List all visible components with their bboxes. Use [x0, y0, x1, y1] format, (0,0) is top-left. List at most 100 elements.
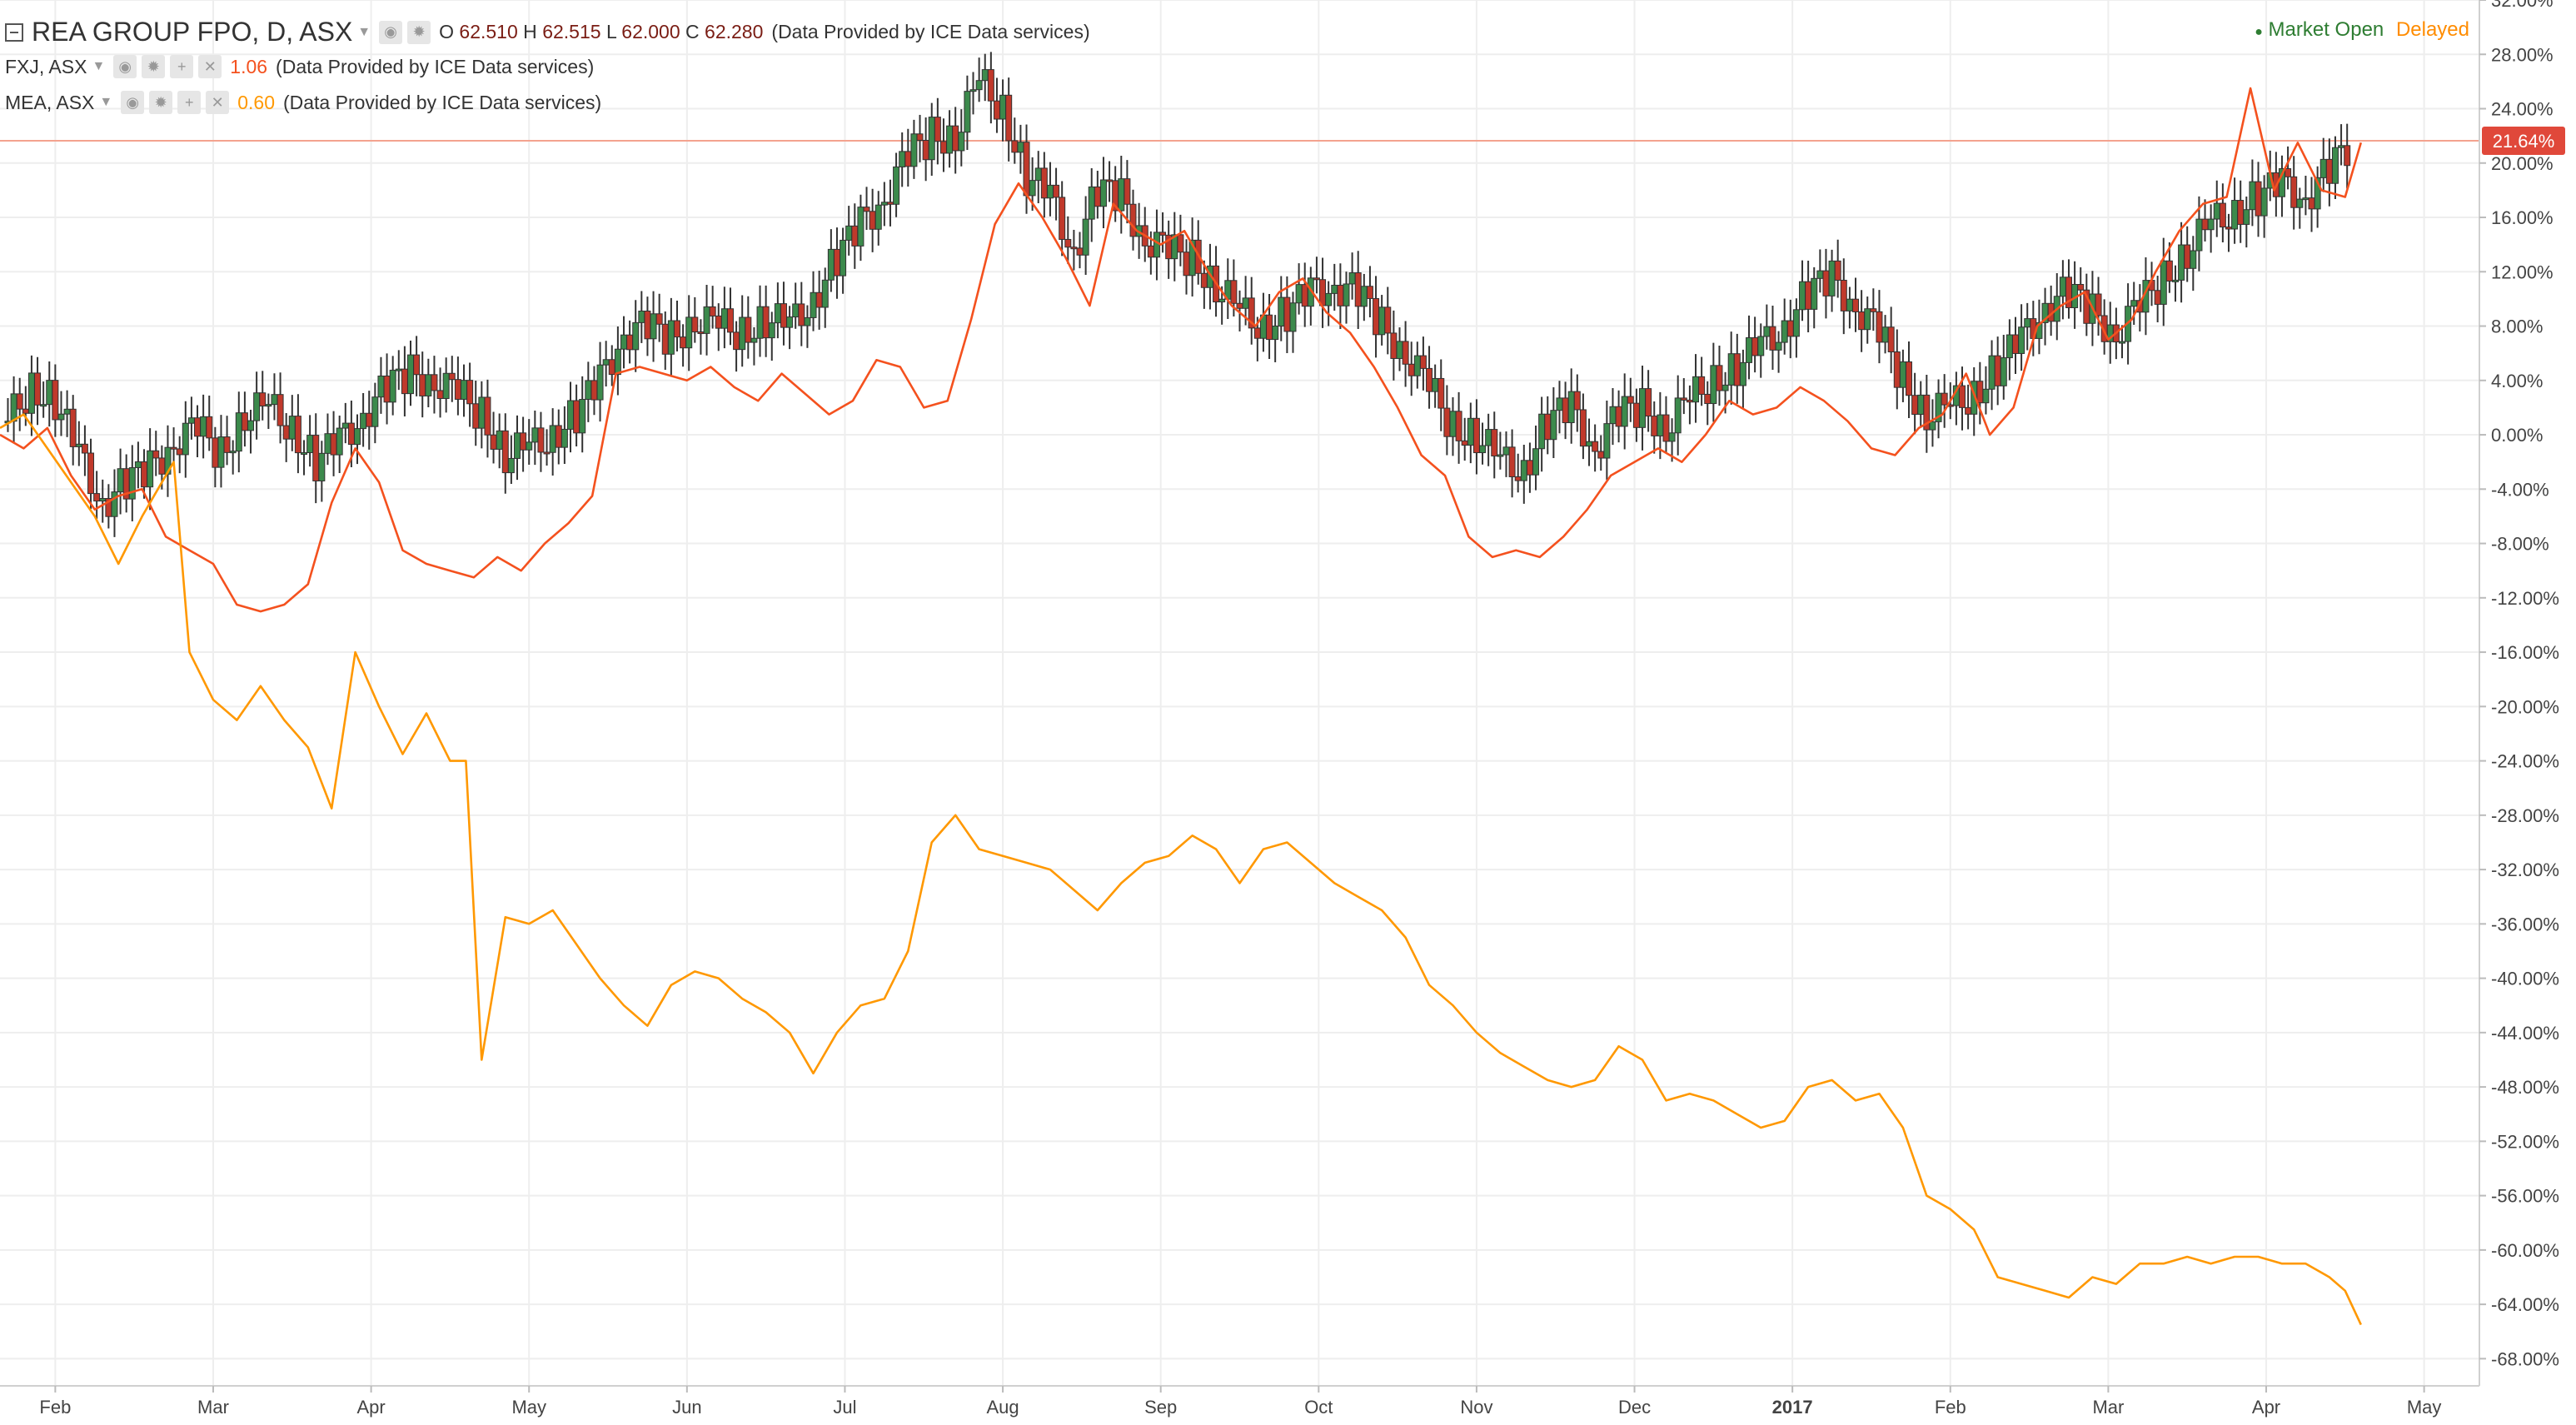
candle-body — [229, 451, 237, 454]
close-icon[interactable]: ✕ — [198, 55, 222, 78]
y-tick-label: 0.00% — [2491, 425, 2543, 446]
fxj-provider: (Data Provided by ICE Data services) — [276, 55, 595, 77]
candle-body — [1497, 454, 1504, 457]
candle-body — [2077, 283, 2085, 291]
candle-body — [697, 331, 705, 335]
candle-body — [1757, 336, 1765, 356]
gear-icon[interactable]: ✹ — [407, 20, 431, 44]
candle-body — [1343, 283, 1350, 306]
candle-body — [1360, 286, 1368, 307]
candle-body — [1177, 234, 1184, 253]
candle-body — [2308, 197, 2315, 210]
candle-body — [1988, 355, 1996, 390]
candle-body — [277, 394, 284, 426]
y-tick-label: 28.00% — [2491, 44, 2554, 65]
plus-icon[interactable]: + — [177, 91, 202, 114]
chevron-down-icon[interactable]: ▼ — [357, 24, 371, 39]
eye-icon[interactable]: ◉ — [113, 55, 137, 78]
candle-body — [1070, 247, 1078, 250]
candle-body — [1579, 409, 1587, 447]
eye-icon[interactable]: ◉ — [121, 91, 145, 114]
gear-icon[interactable]: ✹ — [149, 91, 173, 114]
candle-body — [117, 468, 124, 493]
candle-body — [1567, 391, 1575, 424]
candle-body — [851, 225, 859, 247]
candle-body — [1698, 376, 1706, 395]
candle-body — [341, 422, 349, 429]
y-tick-label: -40.00% — [2491, 969, 2559, 989]
candle-body — [10, 393, 17, 422]
candle-body — [1023, 142, 1030, 197]
candle-body — [1029, 180, 1036, 197]
candle-body — [2130, 300, 2138, 307]
candle-body — [1472, 417, 1480, 454]
plus-icon[interactable]: + — [170, 55, 194, 78]
candle-body — [958, 132, 965, 152]
x-tick-label: Feb — [1935, 1397, 1966, 1418]
candle-body — [1426, 367, 1433, 392]
candle-body — [1786, 320, 1794, 337]
candle-body — [786, 316, 794, 328]
candle-body — [1935, 392, 1942, 422]
y-tick-label: -36.00% — [2491, 914, 2559, 934]
chevron-down-icon[interactable]: ▼ — [92, 59, 106, 73]
candle-body — [1792, 309, 1800, 337]
y-tick-label: 32.00% — [2491, 0, 2554, 11]
candle-body — [726, 308, 734, 333]
candle-body — [1088, 186, 1095, 220]
candle-body — [1639, 388, 1647, 428]
collapse-legend-icon[interactable] — [5, 22, 23, 42]
main-symbol: REA GROUP FPO, D, ASX — [32, 17, 353, 47]
candle-body — [880, 202, 888, 206]
candle-body — [1159, 232, 1167, 236]
candle-body — [259, 392, 267, 406]
x-tick-label: Jul — [833, 1397, 856, 1418]
candle-body — [490, 434, 497, 450]
candle-body — [1805, 281, 1812, 310]
candle-body — [1532, 448, 1540, 476]
high-value: 62.515 — [542, 21, 601, 42]
y-tick-label: -12.00% — [2491, 588, 2559, 609]
candle-body — [1390, 332, 1398, 359]
candle-body — [1906, 361, 1913, 396]
candle-body — [614, 348, 621, 376]
time-axis[interactable]: Feb Mar Apr May Jun Jul Aug Sep Oct Nov Dec 2017 Feb… — [39, 1386, 2441, 1418]
candle-body — [1384, 306, 1392, 334]
candle-body — [899, 151, 906, 167]
candle-body — [1094, 186, 1101, 207]
candle-body — [2249, 181, 2256, 211]
candle-body — [217, 436, 225, 468]
chevron-down-icon[interactable]: ▼ — [99, 95, 113, 109]
candle-body — [792, 303, 800, 318]
gear-icon[interactable]: ✹ — [142, 55, 166, 78]
candle-body — [904, 151, 912, 167]
candle-body — [1982, 388, 1990, 404]
candle-body — [1680, 397, 1687, 401]
candle-body — [1153, 232, 1160, 258]
close-icon[interactable]: ✕ — [206, 91, 230, 114]
candle-body — [1668, 432, 1676, 442]
candle-body — [1325, 292, 1333, 306]
candle-body — [596, 364, 604, 401]
candle-body — [1461, 440, 1468, 446]
candle-body — [1739, 361, 1746, 386]
eye-icon[interactable]: ◉ — [379, 20, 403, 44]
candle-body — [857, 207, 864, 247]
low-label: L — [605, 21, 616, 42]
candle-body — [2255, 181, 2262, 217]
candle-body — [1331, 284, 1338, 294]
close-value: 62.280 — [705, 21, 764, 42]
candle-body — [845, 225, 853, 241]
price-axis[interactable]: 32.00% 28.00% 24.00% 20.00% 16.00% 12.00% 8.00… — [2479, 0, 2559, 1369]
x-tick-label: Oct — [1304, 1397, 1333, 1418]
candle-body — [981, 69, 989, 82]
candle-body — [253, 392, 261, 421]
candle-body — [461, 380, 468, 400]
main-provider: (Data Provided by ICE Data services) — [771, 21, 1090, 42]
candle-body — [1828, 260, 1836, 296]
candle-body — [1266, 314, 1273, 341]
candle-body — [1289, 302, 1297, 332]
candle-body — [134, 461, 142, 469]
candle-body — [1645, 388, 1652, 417]
